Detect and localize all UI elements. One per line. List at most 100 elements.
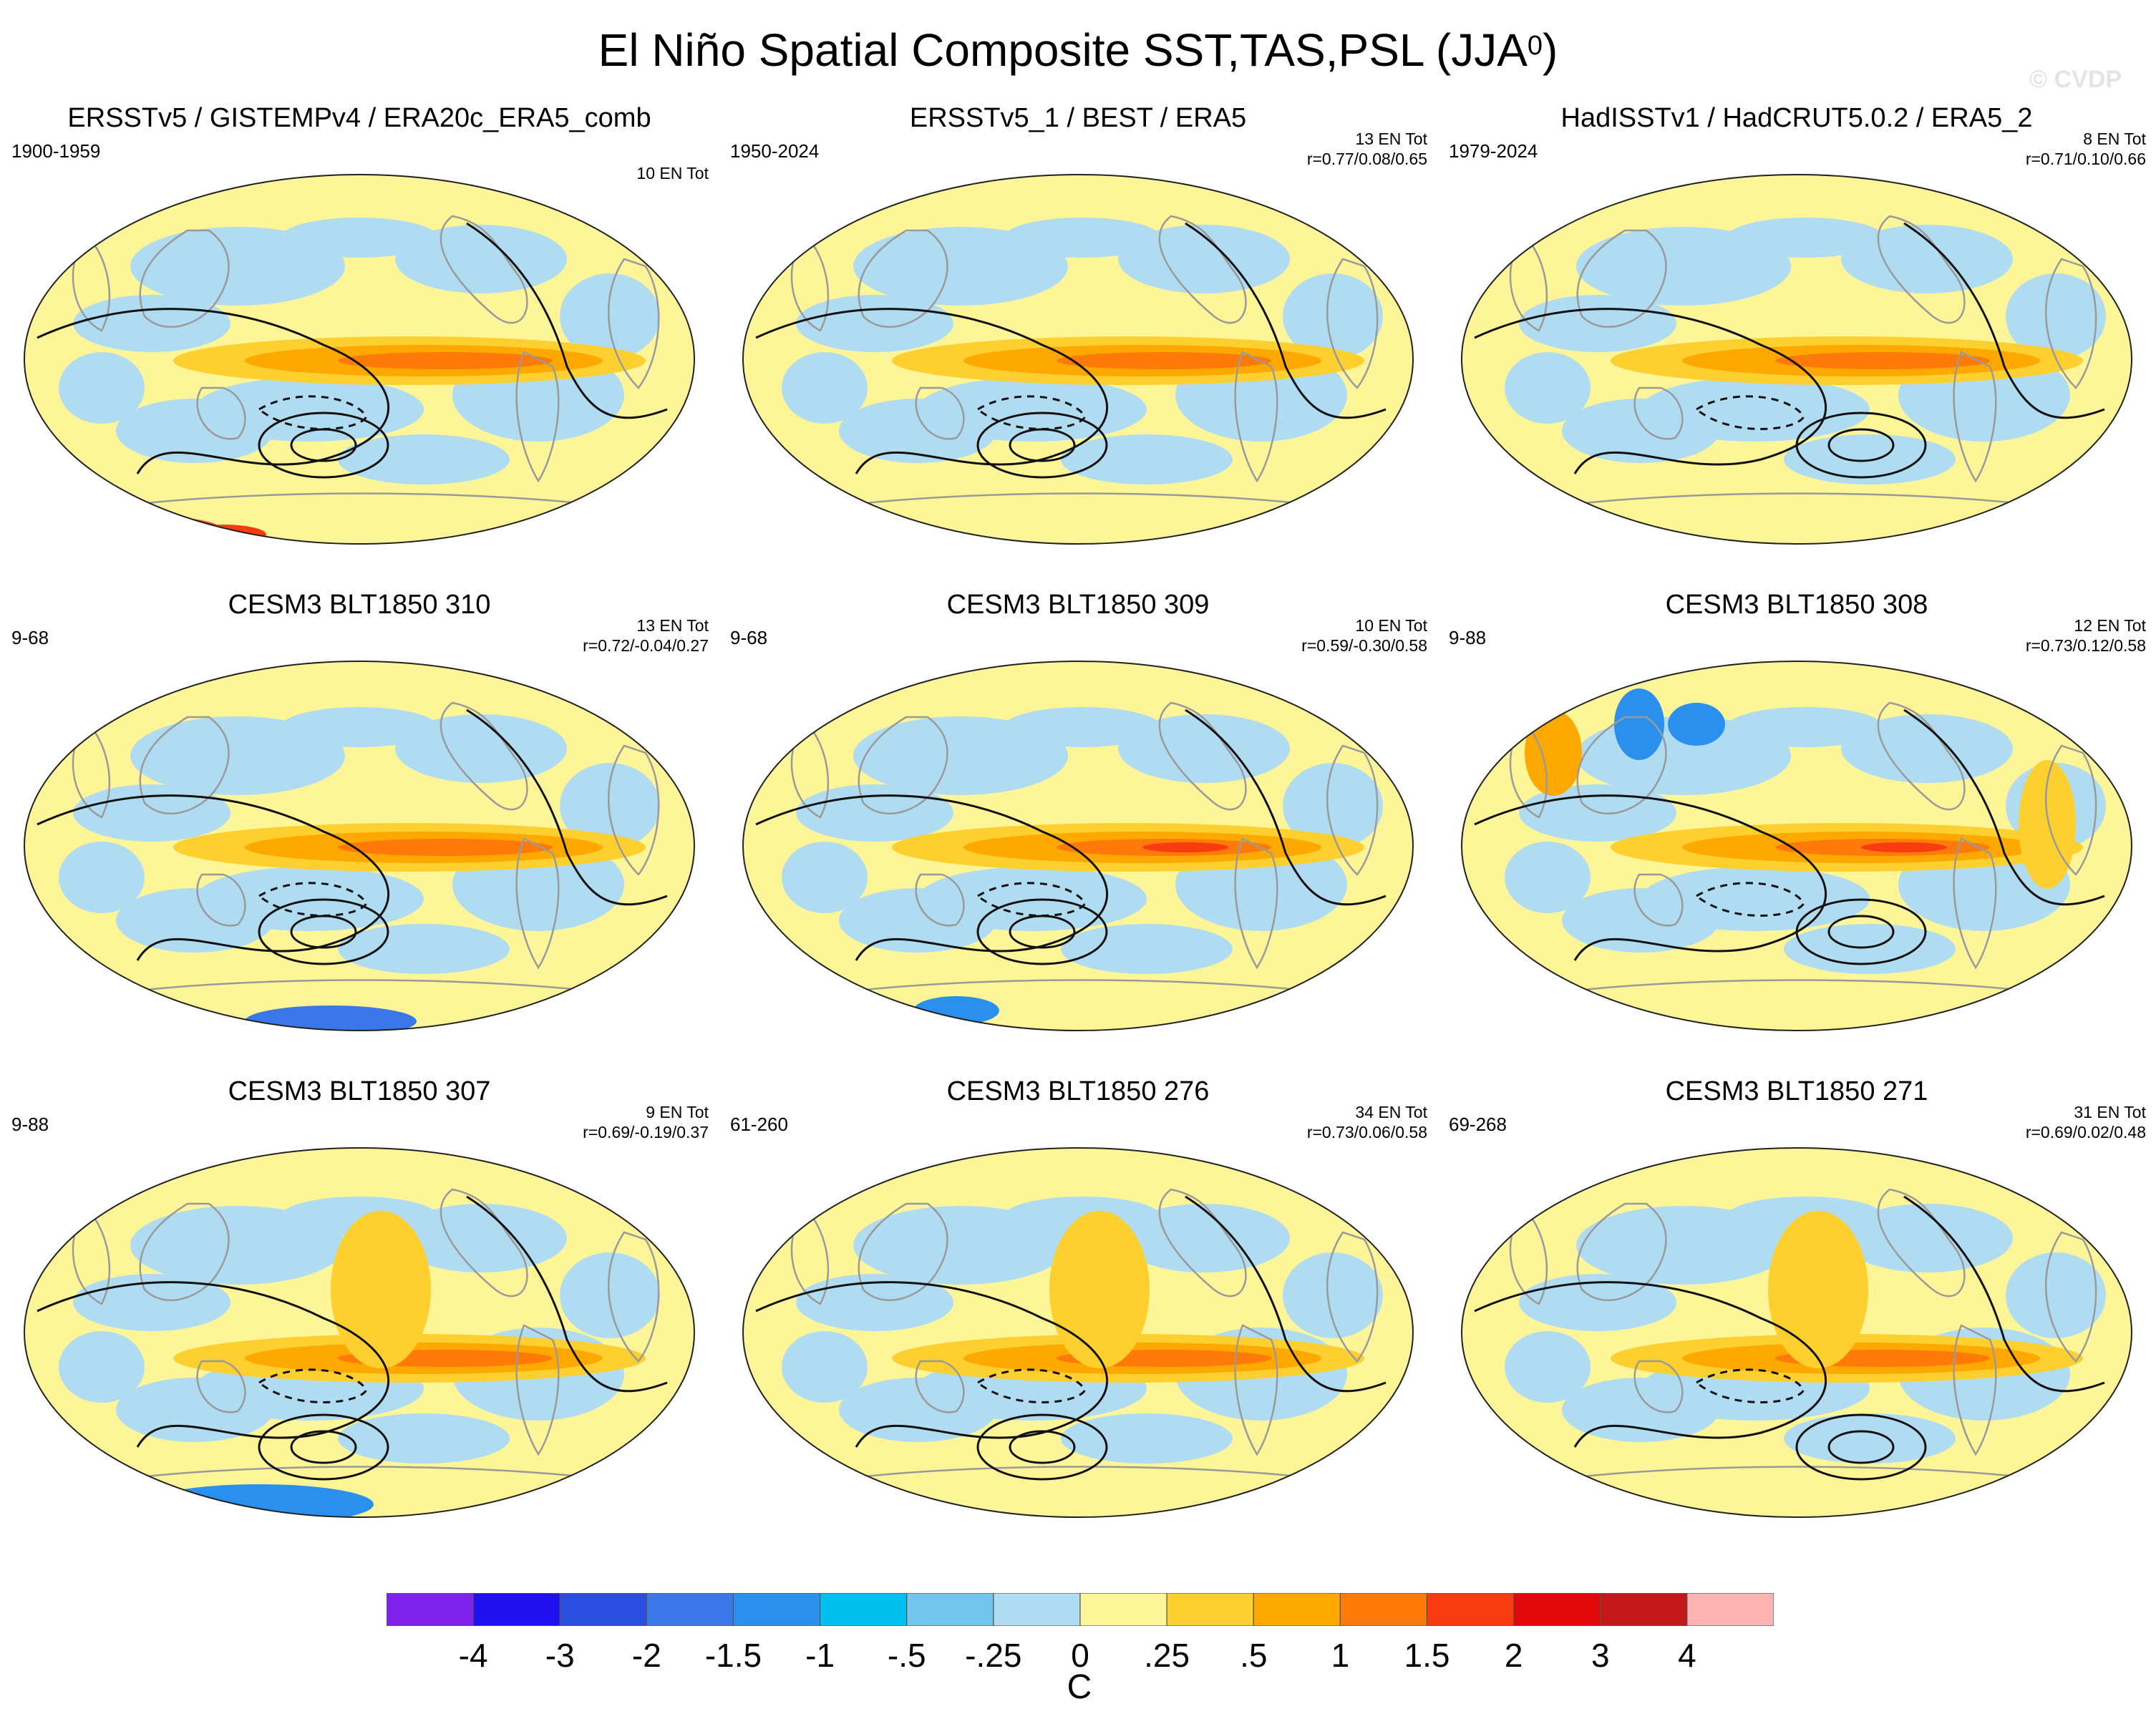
africa-east-outline (72, 1217, 111, 1305)
psl-contour-negative (1694, 395, 1805, 430)
figure-title-superscript: 0 (1527, 31, 1543, 61)
psl-contour-negative (976, 882, 1087, 917)
psl-contour-positive (755, 794, 1109, 961)
antarctica-outline (812, 1466, 1351, 1484)
psl-contour-positive (37, 794, 390, 961)
panel-period: 1900-1959 (11, 140, 101, 162)
asia-outline (1576, 1202, 1667, 1302)
psl-contour-positive (755, 308, 1109, 474)
panel-count-text: 13 EN Tot (636, 616, 709, 635)
panel-event-count: 9 EN Tot r=0.69/-0.19/0.37 (583, 1102, 709, 1142)
australia-outline (196, 1360, 246, 1413)
colorbar-tick-label: .25 (1144, 1637, 1190, 1674)
warm-tongue-center (1057, 352, 1271, 369)
africa-outline (1326, 744, 1379, 876)
antarctica-outline (812, 979, 1351, 998)
map-border (1461, 661, 2132, 1031)
global-map (1461, 174, 2132, 545)
antarctic-warm-spot (94, 517, 223, 544)
map-panel: CESM3 BLT1850 309 9-68 10 EN Tot r=0.59/-0.… (719, 588, 1437, 1075)
asia-outline (139, 1202, 230, 1302)
africa-outline (607, 744, 660, 876)
colorbar-swatch (1686, 1593, 1774, 1626)
cool-anomaly-region (73, 784, 230, 842)
south-america-outline (1953, 351, 1997, 483)
colorbar-swatch (387, 1593, 474, 1626)
psl-contour-positive (1185, 708, 1387, 906)
australia-outline (915, 1360, 965, 1413)
cool-anomaly-region (338, 1413, 510, 1464)
panel-event-count: 13 EN Tot r=0.72/-0.04/0.27 (583, 615, 709, 656)
warm-tongue-peak (1142, 842, 1228, 852)
panel-pattern-correlation: r=0.69/0.02/0.48 (2025, 1123, 2146, 1141)
global-map (24, 661, 695, 1031)
antarctica-outline (812, 492, 1351, 511)
psl-contour-high (258, 412, 389, 479)
africa-outline (2044, 1231, 2097, 1363)
psl-contour-high (258, 1413, 389, 1481)
africa-east-outline (1509, 730, 1548, 819)
cool-anomaly-region (1283, 1252, 1383, 1338)
psl-contour-positive (37, 1281, 390, 1448)
psl-contour-high (976, 1413, 1108, 1481)
map-panel: CESM3 BLT1850 307 9-88 9 EN Tot r=0.69/-0.1… (0, 1075, 719, 1562)
north-america-outline (1877, 701, 1966, 811)
warm-anomaly-spot (1525, 710, 1582, 796)
warm-tongue-center (1775, 352, 1990, 369)
colorbar-tick-label: -2 (631, 1637, 661, 1674)
map-border (742, 1147, 1414, 1518)
north-pacific-warm-arm (1049, 1211, 1150, 1368)
africa-outline (607, 1231, 660, 1363)
panel-count-text: 34 EN Tot (1355, 1103, 1427, 1121)
psl-contour-negative (257, 395, 368, 430)
panel-title: CESM3 BLT1850 308 (1665, 590, 1928, 620)
psl-contour-high (1795, 898, 1927, 965)
panel-count-text: 9 EN Tot (646, 1103, 709, 1121)
cool-anomaly-region (1004, 218, 1161, 258)
north-america-outline (1158, 1188, 1247, 1297)
north-america-outline (1877, 215, 1966, 324)
panel-count-text: 10 EN Tot (1355, 616, 1427, 635)
cool-anomaly-region (1505, 1331, 1591, 1403)
colorbar-swatch (820, 1593, 908, 1626)
psl-contour-high-inner (1827, 1430, 1895, 1464)
colorbar-tick-label: -3 (545, 1637, 575, 1674)
colorbar-swatches (387, 1593, 1774, 1626)
global-map (1461, 661, 2132, 1031)
cool-anomaly-region (1118, 225, 1290, 293)
cool-anomaly-region (1283, 763, 1383, 849)
north-america-outline (1877, 1188, 1966, 1297)
colorbar-swatch (993, 1593, 1081, 1626)
colorbar-tick-label: .5 (1240, 1637, 1268, 1674)
cool-anomaly-region (338, 434, 510, 484)
panel-title: CESM3 BLT1850 307 (228, 1076, 491, 1106)
australia-outline (1633, 1360, 1684, 1413)
cool-anomaly-region (1061, 434, 1233, 484)
cool-anomaly-region (796, 1274, 953, 1331)
psl-contour-high (258, 898, 389, 965)
asia-outline (858, 1202, 948, 1302)
south-america-outline (1953, 837, 1997, 970)
global-map (742, 1147, 1414, 1518)
psl-contour-positive (37, 308, 390, 474)
africa-east-outline (1509, 243, 1548, 332)
cool-anomaly-region (338, 924, 510, 974)
africa-east-outline (790, 1217, 830, 1305)
cool-anomaly-region (59, 842, 145, 913)
africa-east-outline (790, 243, 830, 332)
psl-contour-negative (976, 1368, 1087, 1403)
south-america-outline (515, 351, 560, 483)
panel-pattern-correlation: r=0.69/-0.19/0.37 (583, 1123, 709, 1141)
africa-outline (1326, 1231, 1379, 1363)
cool-anomaly-region (1784, 924, 1956, 974)
psl-contour-high (976, 412, 1108, 479)
panel-event-count: 31 EN Tot r=0.69/0.02/0.48 (2026, 1102, 2146, 1142)
cool-anomaly-region (839, 399, 996, 463)
asia-outline (858, 229, 948, 328)
south-america-outline (515, 837, 560, 970)
psl-contour-high (1795, 412, 1927, 479)
colorbar-unit: C (1067, 1668, 1092, 1706)
map-panel: HadISSTv1 / HadCRUT5.0.2 / ERA5_2 1979-20… (1437, 102, 2156, 588)
antarctica-outline (1531, 979, 2069, 998)
antarctica-outline (1531, 1466, 2069, 1484)
